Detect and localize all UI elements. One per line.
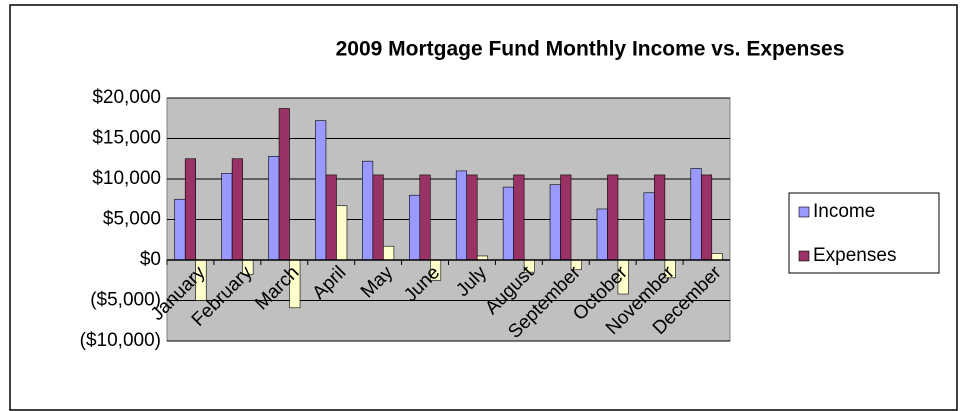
bar xyxy=(513,174,525,261)
bar xyxy=(383,245,395,261)
legend-swatch xyxy=(798,250,810,262)
bar xyxy=(643,192,655,261)
bar xyxy=(549,184,561,261)
bar xyxy=(174,198,186,261)
bar xyxy=(184,158,197,261)
y-tick-label: ($10,000) xyxy=(80,330,161,351)
bar xyxy=(315,120,327,261)
bar xyxy=(325,174,337,261)
y-tick-label: ($5,000) xyxy=(90,290,161,311)
bar xyxy=(711,253,723,261)
bar xyxy=(654,174,666,261)
bar xyxy=(268,156,280,261)
legend-label: Expenses xyxy=(813,245,896,266)
bar xyxy=(221,173,233,261)
bar xyxy=(408,194,421,261)
y-tick-label: $5,000 xyxy=(103,209,161,230)
y-tick-label: $0 xyxy=(140,249,161,270)
y-tick-label: $15,000 xyxy=(92,128,161,149)
bar xyxy=(607,174,619,261)
bar xyxy=(560,174,572,261)
bar xyxy=(372,174,384,261)
bar xyxy=(419,174,431,261)
legend-swatch xyxy=(798,206,810,218)
y-tick-label: $10,000 xyxy=(92,168,161,189)
bar xyxy=(455,170,468,261)
bar xyxy=(336,205,348,261)
legend-box xyxy=(788,192,940,274)
bar xyxy=(362,160,374,261)
bar xyxy=(596,208,608,261)
chart-title: 2009 Mortgage Fund Monthly Income vs. Ex… xyxy=(336,38,845,61)
bar xyxy=(700,174,713,261)
y-tick-label: $20,000 xyxy=(92,87,161,108)
bar xyxy=(690,168,702,261)
bar xyxy=(502,186,514,261)
legend-label: Income xyxy=(813,201,875,222)
bar xyxy=(466,174,478,261)
bar xyxy=(231,158,243,261)
bar xyxy=(278,108,290,261)
